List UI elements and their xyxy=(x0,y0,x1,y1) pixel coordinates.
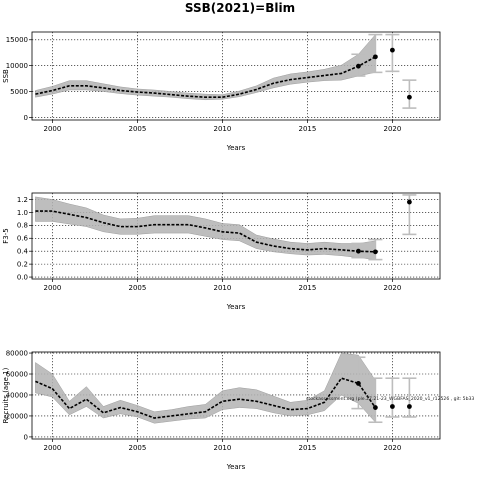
data-point xyxy=(356,381,361,386)
x-axis-label: Years xyxy=(226,144,246,152)
x-tick-label: 2020 xyxy=(383,444,401,452)
confidence-band xyxy=(35,352,376,424)
x-tick-label: 2020 xyxy=(383,284,401,292)
data-point xyxy=(356,248,361,254)
y-tick-label: 40000 xyxy=(6,391,28,399)
plot-area xyxy=(32,32,440,120)
data-point xyxy=(373,54,378,60)
data-point xyxy=(373,405,378,410)
x-tick-label: 2000 xyxy=(43,444,61,452)
x-tick-label: 2005 xyxy=(128,444,146,452)
y-tick-label: 0.6 xyxy=(17,235,29,243)
y-axis-label: F3-5 xyxy=(2,228,10,243)
data-point xyxy=(373,249,378,255)
plot-frame xyxy=(31,351,441,440)
panels: 2000 2005 2010 2015 2020 0 5000 10000 15000 Years… xyxy=(2,31,441,471)
watermark-note: stockassessment.org (ple.27.21-23_WGBFAS… xyxy=(306,396,474,402)
data-point xyxy=(390,404,395,409)
panel-3: 2000 2005 2010 2015 2020 0 20000 40000 60000 8000… xyxy=(2,349,441,471)
estimate-line xyxy=(35,56,376,99)
y-tick-label: 0.4 xyxy=(17,248,29,256)
x-tick-label: 2020 xyxy=(383,125,401,133)
chart-title: SSB(2021)=Blim xyxy=(185,1,295,15)
plot-frame xyxy=(31,192,441,280)
data-point xyxy=(407,404,412,409)
x-tick-label: 2015 xyxy=(298,444,316,452)
x-tick-label: 2015 xyxy=(298,284,316,292)
plot-area xyxy=(32,352,440,439)
x-axis-label: Years xyxy=(226,303,246,311)
y-tick-label: 10000 xyxy=(6,62,28,70)
y-tick-label: 0.2 xyxy=(17,261,28,269)
y-tick-label: 0 xyxy=(24,433,28,441)
y-tick-label: 20000 xyxy=(6,412,28,420)
estimate-line xyxy=(35,210,376,253)
estimate-line xyxy=(35,377,377,419)
y-tick-label: 0 xyxy=(24,114,28,122)
plot-area xyxy=(32,193,440,279)
x-tick-label: 2005 xyxy=(128,284,146,292)
y-axis-label: SSB xyxy=(2,69,10,83)
data-point xyxy=(407,199,412,205)
panel-2: 2000 2005 2010 2015 2020 0.0 0.2 0.4 0.6 0.8 1.0 1.… xyxy=(2,192,441,311)
y-tick-label: 80000 xyxy=(6,349,28,357)
confidence-band xyxy=(35,34,376,101)
x-tick-label: 2010 xyxy=(213,284,231,292)
x-tick-label: 2015 xyxy=(298,125,316,133)
data-point xyxy=(390,47,395,53)
x-tick-label: 2000 xyxy=(43,125,61,133)
y-tick-label: 15000 xyxy=(6,36,28,44)
y-axis-label: Recruits (age 1) xyxy=(2,367,10,423)
panel-1: 2000 2005 2010 2015 2020 0 5000 10000 15000 Years… xyxy=(2,31,441,152)
x-axis-label: Years xyxy=(226,463,246,471)
y-tick-label: 1.0 xyxy=(17,209,28,217)
data-point xyxy=(407,94,412,100)
plot-frame xyxy=(31,31,441,121)
y-tick-label: 0.8 xyxy=(17,222,28,230)
y-tick-label: 60000 xyxy=(6,370,28,378)
x-tick-label: 2010 xyxy=(213,444,231,452)
y-tick-label: 1.2 xyxy=(17,196,28,204)
x-tick-label: 2010 xyxy=(213,125,231,133)
x-tick-label: 2005 xyxy=(128,125,146,133)
data-point xyxy=(356,63,361,69)
x-tick-label: 2000 xyxy=(43,284,61,292)
y-tick-label: 5000 xyxy=(10,88,28,96)
y-tick-label: 0.0 xyxy=(17,273,28,281)
